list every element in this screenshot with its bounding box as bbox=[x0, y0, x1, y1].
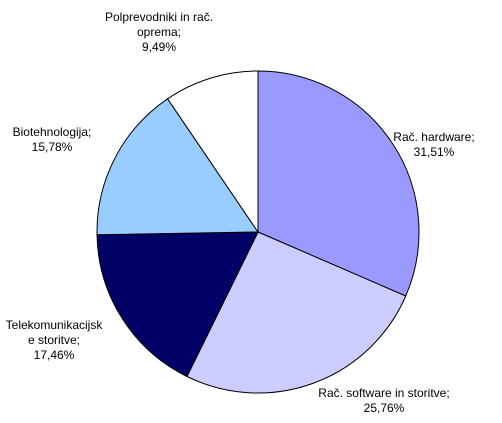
slice-label: Telekomunikacijske storitve17,46% bbox=[4, 318, 104, 363]
value-label: 31,51% bbox=[413, 145, 455, 159]
slice-label: Rač. software in storitve 25,76% bbox=[318, 386, 450, 416]
value-label: 15,78% bbox=[31, 140, 73, 154]
pie-slice bbox=[96, 98, 259, 236]
category-label: Polprevodniki in rač. oprema bbox=[105, 10, 213, 39]
category-label: Rač. hardware bbox=[393, 130, 474, 144]
slice-label: Polprevodniki in rač. oprema9,49% bbox=[100, 10, 218, 55]
pie-slice bbox=[96, 231, 259, 378]
value-label: 17,46% bbox=[33, 348, 75, 362]
slice-label: Biotehnologija15,78% bbox=[4, 125, 100, 155]
category-label: Telekomunikacijske storitve bbox=[6, 318, 103, 347]
pie-slice bbox=[257, 70, 420, 297]
pie-slice bbox=[166, 70, 259, 234]
pie-slice bbox=[186, 231, 407, 394]
category-label: Rač. software in storitve bbox=[318, 386, 449, 400]
value-label: 9,49% bbox=[141, 40, 177, 54]
category-label: Biotehnologija bbox=[13, 125, 92, 139]
slice-label: Rač. hardware31,51% bbox=[368, 130, 500, 160]
value-label: 25,76% bbox=[363, 401, 405, 415]
